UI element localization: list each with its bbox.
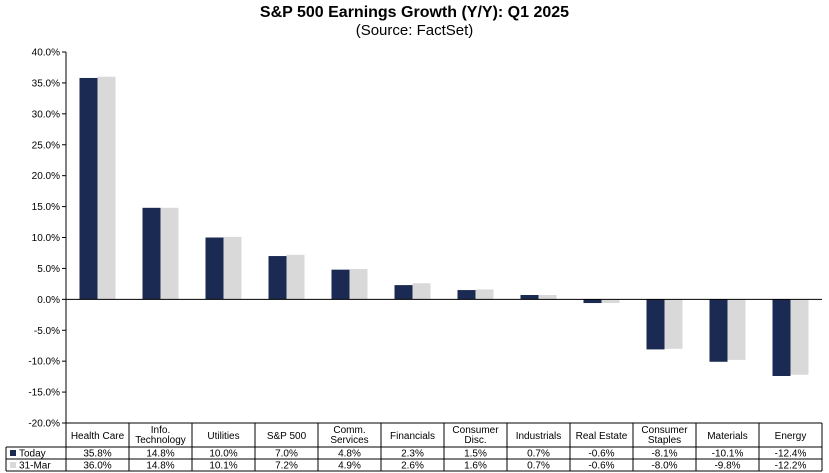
legend-swatch (10, 450, 16, 456)
data-label: 0.7% (527, 449, 550, 460)
bar-31-mar (727, 299, 746, 360)
category-label: S&P 500 (267, 431, 307, 442)
bar-31-mar (160, 207, 179, 300)
category-label: Staples (648, 435, 681, 446)
data-label: -12.4% (775, 449, 807, 460)
bar-today (709, 299, 728, 362)
category-label: Comm. (333, 425, 365, 436)
category-label: Consumer (641, 425, 688, 436)
y-tick-label: 15.0% (32, 202, 60, 213)
bar-today (205, 237, 224, 300)
data-label: 2.3% (401, 449, 424, 460)
y-tick-label: 40.0% (32, 48, 60, 59)
data-label: 10.1% (209, 461, 237, 472)
legend-swatch (10, 462, 16, 468)
y-tick-label: -5.0% (34, 326, 60, 337)
category-label: Disc. (464, 435, 486, 446)
bar-today (79, 77, 98, 300)
chart-subtitle: (Source: FactSet) (355, 22, 474, 39)
category-label: Industrials (516, 431, 562, 442)
category-label: Services (330, 435, 368, 446)
data-label: 1.6% (464, 461, 487, 472)
bar-today (520, 295, 539, 300)
bar-31-mar (475, 289, 494, 300)
bar-today (142, 207, 161, 300)
data-label: 36.0% (83, 461, 111, 472)
chart-title: S&P 500 Earnings Growth (Y/Y): Q1 2025 (259, 4, 570, 21)
data-label: -10.1% (712, 449, 744, 460)
y-tick-label: 35.0% (32, 78, 60, 89)
y-tick-label: -15.0% (28, 388, 60, 399)
data-label: 14.8% (146, 461, 174, 472)
data-label: 10.0% (209, 449, 237, 460)
bar-31-mar (223, 236, 242, 300)
bar-31-mar (790, 299, 809, 375)
category-label: Financials (390, 431, 435, 442)
data-label: 7.2% (275, 461, 298, 472)
y-tick-label: 0.0% (37, 295, 60, 306)
data-label: 1.5% (464, 449, 487, 460)
bar-today (457, 290, 476, 300)
data-label: 4.9% (338, 461, 361, 472)
data-label: 14.8% (146, 449, 174, 460)
category-label: Info. (151, 425, 170, 436)
bar-today (772, 299, 791, 377)
y-tick-label: -10.0% (28, 357, 60, 368)
bar-today (583, 299, 602, 304)
data-label: 2.6% (401, 461, 424, 472)
category-label: Utilities (207, 431, 239, 442)
y-tick-label: 30.0% (32, 109, 60, 120)
bar-31-mar (349, 269, 368, 300)
bar-today (646, 299, 665, 350)
data-label: -0.6% (588, 449, 614, 460)
bar-today (394, 285, 413, 300)
category-label: Technology (135, 435, 186, 446)
category-label: Energy (775, 431, 807, 442)
data-label: 0.7% (527, 461, 550, 472)
y-tick-label: 10.0% (32, 233, 60, 244)
data-label: -8.1% (651, 449, 677, 460)
data-label: -8.0% (651, 461, 677, 472)
bar-31-mar (538, 295, 557, 300)
bar-31-mar (601, 299, 620, 304)
category-label: Materials (707, 431, 748, 442)
data-label: -9.8% (714, 461, 740, 472)
data-label: 7.0% (275, 449, 298, 460)
data-label: -0.6% (588, 461, 614, 472)
data-label: 35.8% (83, 449, 111, 460)
data-label: -12.2% (775, 461, 807, 472)
bar-today (268, 256, 287, 300)
bar-31-mar (664, 299, 683, 349)
legend-label: Today (19, 449, 46, 460)
category-label: Consumer (452, 425, 499, 436)
bar-31-mar (412, 283, 431, 300)
y-tick-label: 20.0% (32, 171, 60, 182)
data-label: 4.8% (338, 449, 361, 460)
bar-31-mar (286, 254, 305, 300)
bar-today (331, 269, 350, 300)
legend-label: 31-Mar (19, 461, 51, 472)
category-label: Real Estate (576, 431, 628, 442)
category-label: Health Care (71, 431, 125, 442)
y-tick-label: 25.0% (32, 140, 60, 151)
y-tick-label: -20.0% (28, 419, 60, 430)
y-tick-label: 5.0% (37, 264, 60, 275)
bar-31-mar (97, 76, 116, 300)
